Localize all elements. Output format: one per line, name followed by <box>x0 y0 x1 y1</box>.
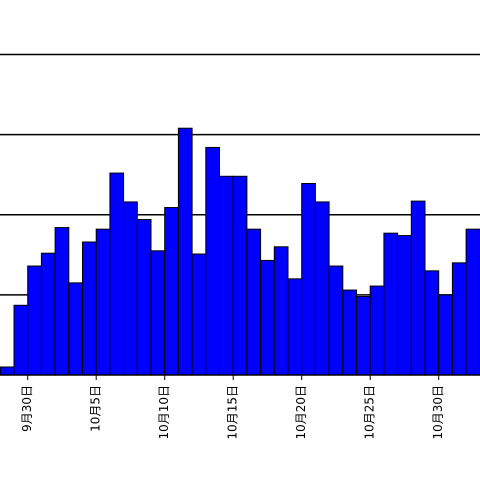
bar <box>27 265 42 376</box>
bar <box>95 228 111 376</box>
bar <box>13 304 29 376</box>
x-tick-label: 10月15日 <box>226 385 240 440</box>
bar <box>328 265 344 376</box>
bar <box>465 228 480 376</box>
bar <box>438 294 453 376</box>
bar <box>356 295 371 376</box>
bar <box>424 270 440 376</box>
bar <box>68 282 84 376</box>
bar <box>109 172 125 376</box>
x-tick-label: 10月25日 <box>363 385 377 440</box>
bar <box>451 262 467 376</box>
bar <box>383 232 399 376</box>
bar <box>410 200 426 376</box>
bar <box>246 228 262 376</box>
bar <box>54 227 70 376</box>
x-tick-label: 10月10日 <box>157 385 171 440</box>
bar <box>40 252 56 376</box>
bar <box>273 246 289 376</box>
bar <box>342 289 357 376</box>
bar <box>219 175 234 376</box>
bar <box>397 235 412 376</box>
bar <box>287 278 303 376</box>
bar <box>260 259 275 376</box>
bar <box>177 127 193 376</box>
bar <box>164 207 179 376</box>
bar <box>150 250 166 376</box>
bar <box>301 182 316 376</box>
bar <box>232 175 248 376</box>
bar <box>191 253 207 376</box>
bar <box>314 201 330 376</box>
bar <box>123 201 138 376</box>
x-tick-label: 10月30日 <box>431 385 445 440</box>
bar <box>205 146 221 376</box>
bar <box>136 219 152 376</box>
x-tick-label: 10月5日 <box>89 385 103 432</box>
bar <box>369 285 385 376</box>
bar <box>82 241 97 376</box>
x-tick-label: 10月20日 <box>294 385 308 440</box>
bar <box>0 366 15 376</box>
x-tick-label: 9月30日 <box>20 385 34 432</box>
